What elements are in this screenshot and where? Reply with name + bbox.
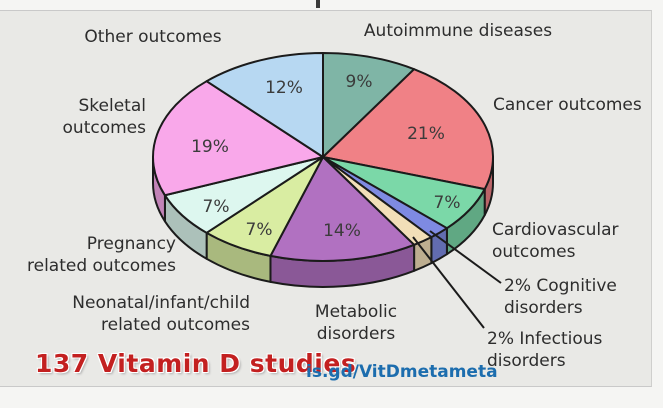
pie-slice-skeletal-outcomes — [152, 80, 324, 197]
pie-slice-cancer-outcomes — [322, 68, 494, 191]
studies-count-label: 137 Vitamin D studies — [35, 349, 357, 378]
pie-slice-other-outcomes — [205, 52, 324, 158]
short-url-text: is.gd/VitDmetameta — [306, 362, 498, 382]
pie-slice-metabolic-disorders — [269, 156, 416, 262]
leader-line-0 — [429, 230, 502, 284]
cropped-title-artifact — [316, 0, 320, 8]
pie-slice-autoimmune-diseases — [322, 52, 416, 158]
leader-line-1 — [412, 236, 485, 329]
